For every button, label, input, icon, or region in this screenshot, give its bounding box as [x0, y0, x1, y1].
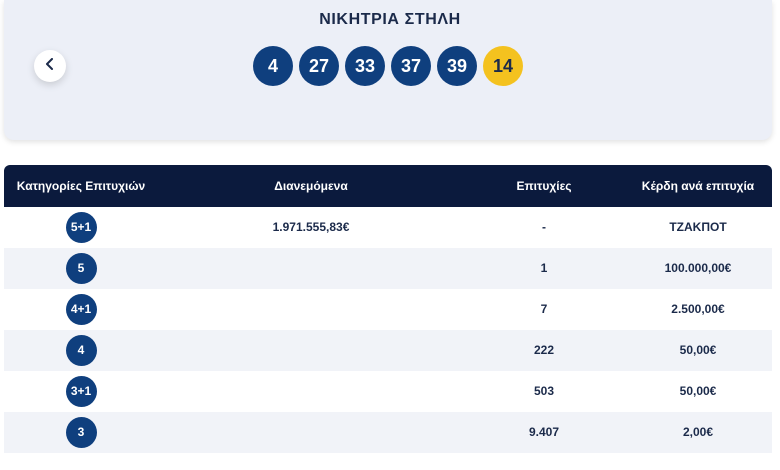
distributed-cell: [216, 371, 406, 412]
distributed-cell: [216, 412, 406, 453]
table-row: 4+1 7 2.500,00€: [4, 289, 772, 330]
winners-cell: 7: [540, 302, 548, 316]
category-badge: 4: [65, 335, 97, 367]
prize-cell: ΤΖΑΚΠΟΤ: [669, 220, 727, 234]
category-badge: 3: [65, 417, 97, 449]
prize-cell: 2.500,00€: [671, 302, 725, 316]
winning-numbers: 4 27 33 37 39 14: [253, 46, 523, 86]
header-categories: Κατηγορίες Επιτυχιών: [16, 179, 146, 193]
table-header: Κατηγορίες Επιτυχιών Διανεμόμενα Επιτυχί…: [4, 165, 772, 207]
winners-cell: 222: [533, 343, 555, 357]
category-badge: 5: [65, 253, 97, 285]
winners-cell: 9.407: [528, 425, 560, 439]
chevron-left-icon: [45, 57, 55, 75]
header-prize: Κέρδη ανά επιτυχία: [641, 179, 755, 193]
distributed-cell: 1.971.555,83€: [272, 220, 350, 234]
prize-table: Κατηγορίες Επιτυχιών Διανεμόμενα Επιτυχί…: [4, 165, 772, 453]
distributed-cell: [216, 289, 406, 330]
table-row: 5+1 1.971.555,83€ - ΤΖΑΚΠΟΤ: [4, 207, 772, 248]
prize-cell: 50,00€: [679, 384, 717, 398]
number-ball: 39: [437, 46, 477, 86]
table-row: 3+1 503 50,00€: [4, 371, 772, 412]
table-row: 3 9.407 2,00€: [4, 412, 772, 453]
category-badge: 3+1: [65, 376, 97, 408]
number-ball: 27: [299, 46, 339, 86]
winners-cell: 503: [533, 384, 555, 398]
joker-ball: 14: [483, 46, 523, 86]
prize-cell: 50,00€: [679, 343, 717, 357]
distributed-cell: [216, 248, 406, 289]
prize-cell: 100.000,00€: [664, 261, 732, 275]
category-badge: 4+1: [65, 294, 97, 326]
winners-cell: 1: [540, 261, 548, 275]
table-row: 4 222 50,00€: [4, 330, 772, 371]
prize-cell: 2,00€: [682, 425, 714, 439]
number-ball: 37: [391, 46, 431, 86]
category-badge: 5+1: [65, 212, 97, 244]
header-distributed: Διανεμόμενα: [274, 179, 348, 193]
number-ball: 4: [253, 46, 293, 86]
number-ball: 33: [345, 46, 385, 86]
winning-title: ΝΙΚΗΤΡΙΑ ΣΤΗΛΗ: [319, 11, 461, 28]
header-winners: Επιτυχίες: [516, 179, 572, 193]
previous-draw-button[interactable]: [34, 50, 66, 82]
winning-panel: [4, 0, 772, 140]
table-row: 5 1 100.000,00€: [4, 248, 772, 289]
winners-cell: -: [542, 220, 546, 234]
distributed-cell: [216, 330, 406, 371]
